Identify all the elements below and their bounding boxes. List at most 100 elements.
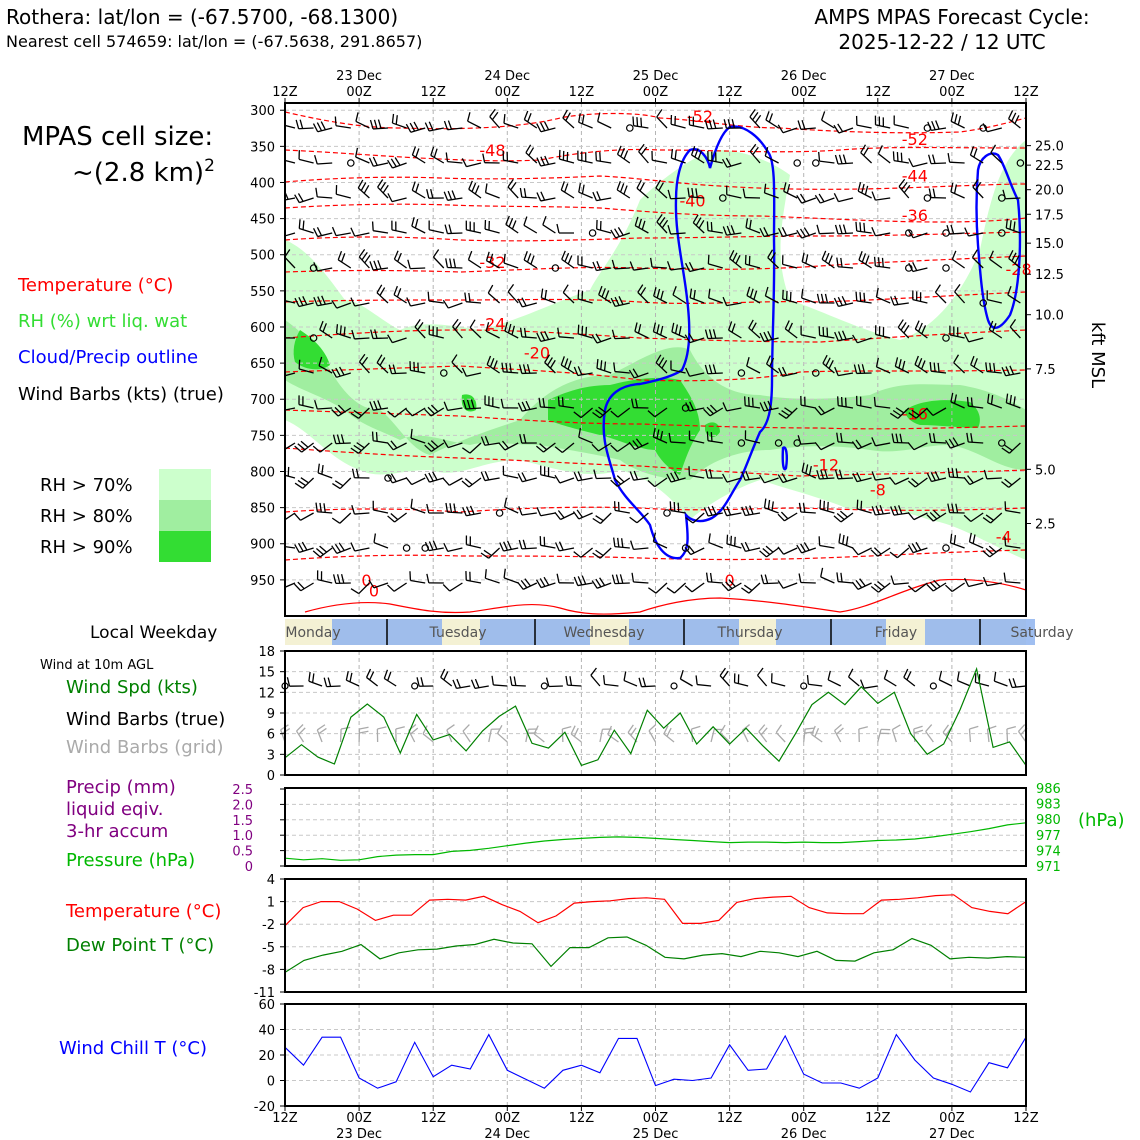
wind-barb-flag [668, 432, 672, 443]
wind-barb-flag [673, 501, 676, 512]
wind-barb-flag [934, 471, 940, 480]
wind-barb-flag [432, 471, 438, 481]
wind-barb-flag [600, 360, 603, 370]
wind-barb-grid-flag [805, 727, 815, 730]
wind-barb-flag [549, 359, 556, 369]
wind-barb-flag [745, 470, 750, 480]
wind-barb-flag [911, 543, 918, 552]
wind-barb-flag [652, 427, 656, 437]
wind-barb-flag [824, 252, 830, 262]
wind-barb [503, 262, 519, 269]
wind-barb-flag [877, 257, 880, 267]
wind-barb-flag [666, 261, 672, 271]
pressure-tick-label: 550 [250, 285, 275, 300]
wind-barb-flag [464, 478, 473, 486]
wind-barb-flag [708, 288, 711, 298]
wind-barb-flag [955, 503, 959, 513]
wind-barb-flag [799, 228, 806, 238]
wind-barb-flag [763, 183, 767, 193]
wind-barb-flag [704, 119, 709, 130]
weekday-title: Local Weekday [90, 623, 217, 643]
wind-speed-line [284, 666, 1027, 767]
wind-barb-flag [577, 324, 580, 334]
wind-barb [596, 477, 612, 480]
wind-barb-flag [405, 123, 412, 133]
wind-barb-flag [604, 290, 610, 300]
wind-barb [726, 407, 742, 412]
wind-barb-true [1012, 685, 1027, 689]
wind-barb [354, 232, 370, 237]
wind-barb-flag [487, 284, 494, 294]
wind-barb-grid-flag [296, 724, 304, 732]
wind-barb-flag [445, 152, 449, 162]
wind-barb-flag [858, 251, 863, 261]
wind-barb [970, 364, 984, 374]
wind-barb-flag [538, 397, 542, 408]
wind-barb-flag [424, 541, 430, 551]
pressure-tick-label: 950 [250, 574, 275, 589]
legend-precip-3: 3-hr accum [66, 821, 168, 842]
weekday-label: Monday [285, 625, 340, 641]
wind-tick-label: 9 [267, 707, 275, 722]
wind-barb-flag [1001, 481, 1010, 488]
wind-barb-true-flag [323, 677, 328, 687]
wind-barb-flag [967, 475, 974, 484]
wind-barb [819, 232, 835, 235]
wind-barb-flag [752, 111, 759, 121]
wind-barb-true [440, 676, 453, 687]
wind-barb-flag [834, 224, 839, 235]
wind-barb-grid [968, 728, 972, 743]
wind-barb-true [903, 676, 916, 687]
wind-barb [358, 407, 370, 419]
wind-barb-flag [503, 541, 509, 551]
wind-barb-flag [526, 364, 531, 374]
wind-barb-flag [726, 225, 732, 235]
wind-barb [654, 407, 668, 418]
wind-barb [954, 291, 966, 304]
wind-barb [670, 197, 686, 200]
wind-barb [820, 197, 835, 204]
wind-barb-flag [859, 292, 862, 302]
wind-barb-flag [844, 397, 847, 407]
wind-barb [503, 577, 519, 584]
wind-barb-flag [953, 535, 957, 545]
wind-barb [726, 477, 742, 483]
wind-barb-flag [706, 221, 709, 231]
wind-barb-flag [297, 542, 304, 552]
isotherm-label: -36 [902, 206, 928, 225]
wind-barb-flag [502, 440, 509, 449]
calm-wind-circle [904, 264, 913, 272]
wind-barb-flag [647, 410, 656, 418]
wind-barb-flag [685, 517, 694, 524]
height-tick-label: 17.5 [1035, 208, 1064, 223]
wind-barb-flag [759, 227, 765, 237]
wind-barb-flag [1004, 444, 1013, 452]
wind-barb-flag [336, 574, 341, 584]
wind-barb-flag [841, 295, 847, 305]
wind-barb-flag [836, 513, 845, 521]
calm-wind-circle [670, 682, 678, 690]
legend-rh80-swatch [159, 500, 211, 531]
wind-barb-flag [480, 552, 489, 559]
wind-barb-flag [503, 497, 508, 507]
wind-barb-flag [353, 409, 362, 417]
wind-barb-flag [803, 542, 810, 551]
wind-barb-flag [749, 108, 756, 118]
wind-barb [580, 547, 594, 558]
wind-barb-grid-flag [562, 726, 572, 730]
wind-barb-flag [560, 356, 565, 366]
wind-barb-flag [840, 432, 843, 443]
wind-barb-flag [666, 587, 675, 594]
wind-barb-flag [836, 572, 839, 582]
wind-barb-flag [442, 478, 450, 486]
wind-barb-grid-flag [758, 724, 766, 733]
wind-barb [503, 159, 519, 164]
wind-barb-true-flag [365, 668, 372, 678]
wind-barb-flag [616, 145, 622, 155]
wind-barb [875, 197, 891, 201]
wind-barb-flag [953, 354, 960, 364]
pressure-tick-label: 980 [1036, 813, 1061, 828]
wind-barb-grid [710, 729, 715, 743]
wind-barb [746, 365, 761, 374]
